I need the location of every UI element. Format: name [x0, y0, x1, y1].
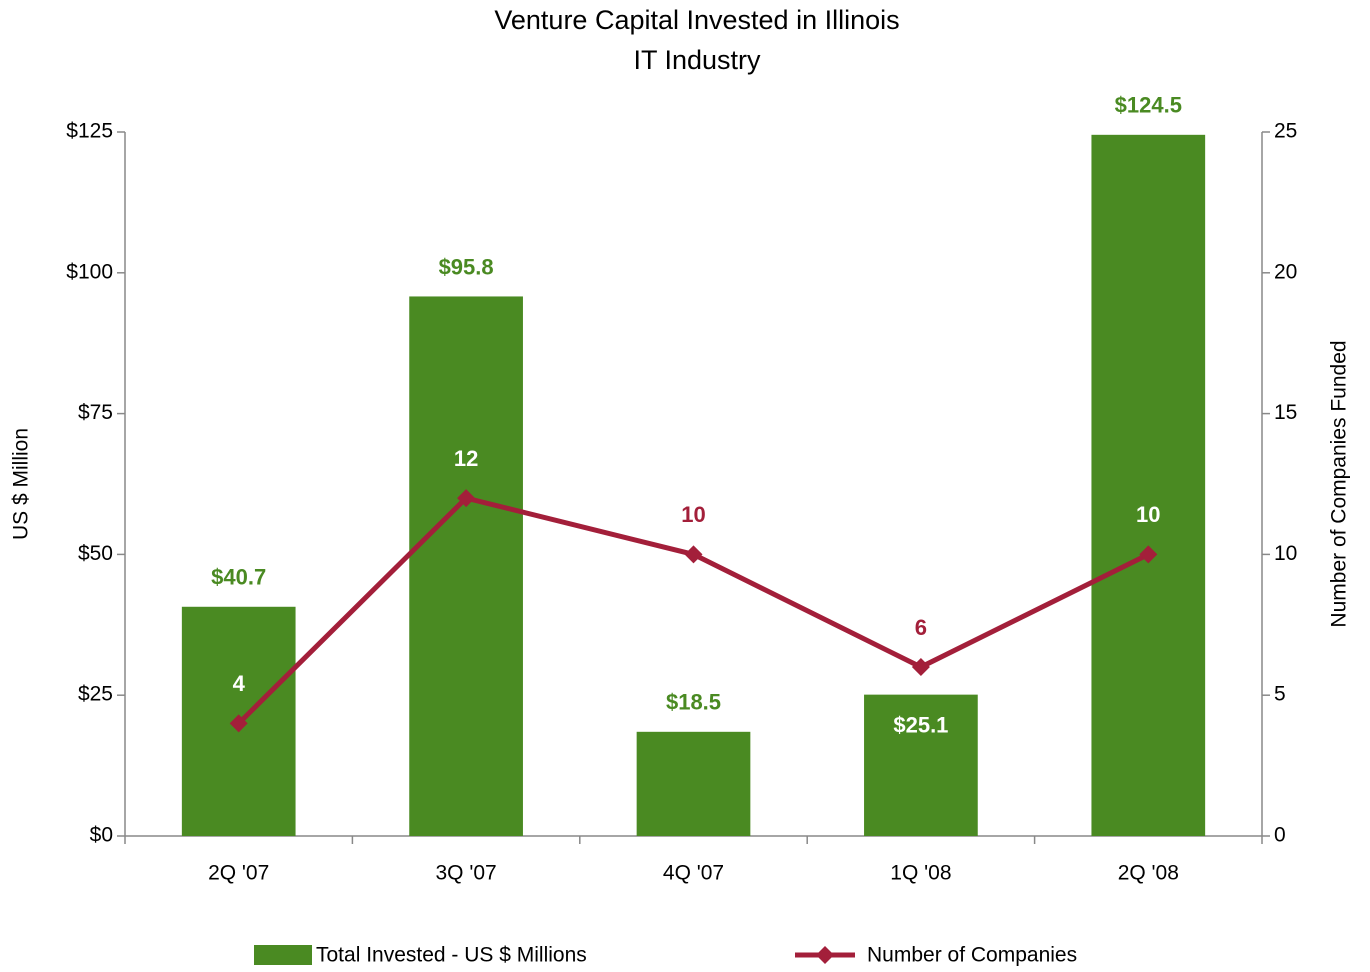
chart-title: Venture Capital Invested in Illinois: [494, 5, 899, 35]
legend-label: Total Invested - US $ Millions: [316, 944, 587, 967]
y-tick-label: $25: [78, 683, 113, 706]
data-label: $95.8: [439, 254, 494, 279]
legend-swatch: [816, 946, 834, 964]
bar: [864, 694, 978, 836]
x-tick-label: 2Q '07: [208, 862, 269, 885]
bar: [1091, 134, 1206, 837]
y2-tick-label: 15: [1274, 401, 1297, 424]
x-tick-label: 2Q '08: [1118, 862, 1179, 885]
bar: [636, 731, 751, 836]
data-label: 6: [915, 615, 927, 640]
line-marker: [457, 489, 476, 508]
data-label: 4: [233, 671, 246, 696]
y2-tick-label: 25: [1274, 120, 1297, 143]
chart-subtitle: IT Industry: [633, 45, 761, 75]
y2-tick-label: 10: [1274, 542, 1297, 565]
data-label: $124.5: [1115, 93, 1182, 118]
y-axis-label: US $ Million: [10, 428, 33, 540]
line-marker: [911, 658, 930, 677]
y2-tick-label: 0: [1274, 824, 1286, 847]
data-label: 12: [454, 446, 478, 471]
line-marker: [229, 714, 248, 733]
data-label: $25.1: [893, 712, 948, 737]
y-tick-label: $0: [90, 824, 113, 847]
legend-swatch: [254, 945, 312, 965]
y-tick-label: $75: [78, 401, 113, 424]
y-tick-label: $100: [66, 260, 113, 283]
x-tick-label: 4Q '07: [663, 862, 724, 885]
y-tick-label: $50: [78, 542, 113, 565]
y-tick-label: $125: [66, 120, 113, 143]
x-tick-label: 3Q '07: [435, 862, 496, 885]
data-label: 10: [1136, 502, 1160, 527]
bar: [409, 296, 523, 836]
data-label: $18.5: [666, 690, 721, 715]
y2-tick-label: 5: [1274, 683, 1286, 706]
data-label: 10: [681, 502, 705, 527]
line-marker: [684, 545, 703, 564]
data-label: $40.7: [211, 565, 266, 590]
x-tick-label: 1Q '08: [890, 862, 951, 885]
line-marker: [1139, 545, 1158, 564]
legend-label: Number of Companies: [867, 944, 1077, 967]
y2-axis-label: Number of Companies Funded: [1328, 340, 1351, 627]
y2-tick-label: 20: [1274, 260, 1297, 283]
